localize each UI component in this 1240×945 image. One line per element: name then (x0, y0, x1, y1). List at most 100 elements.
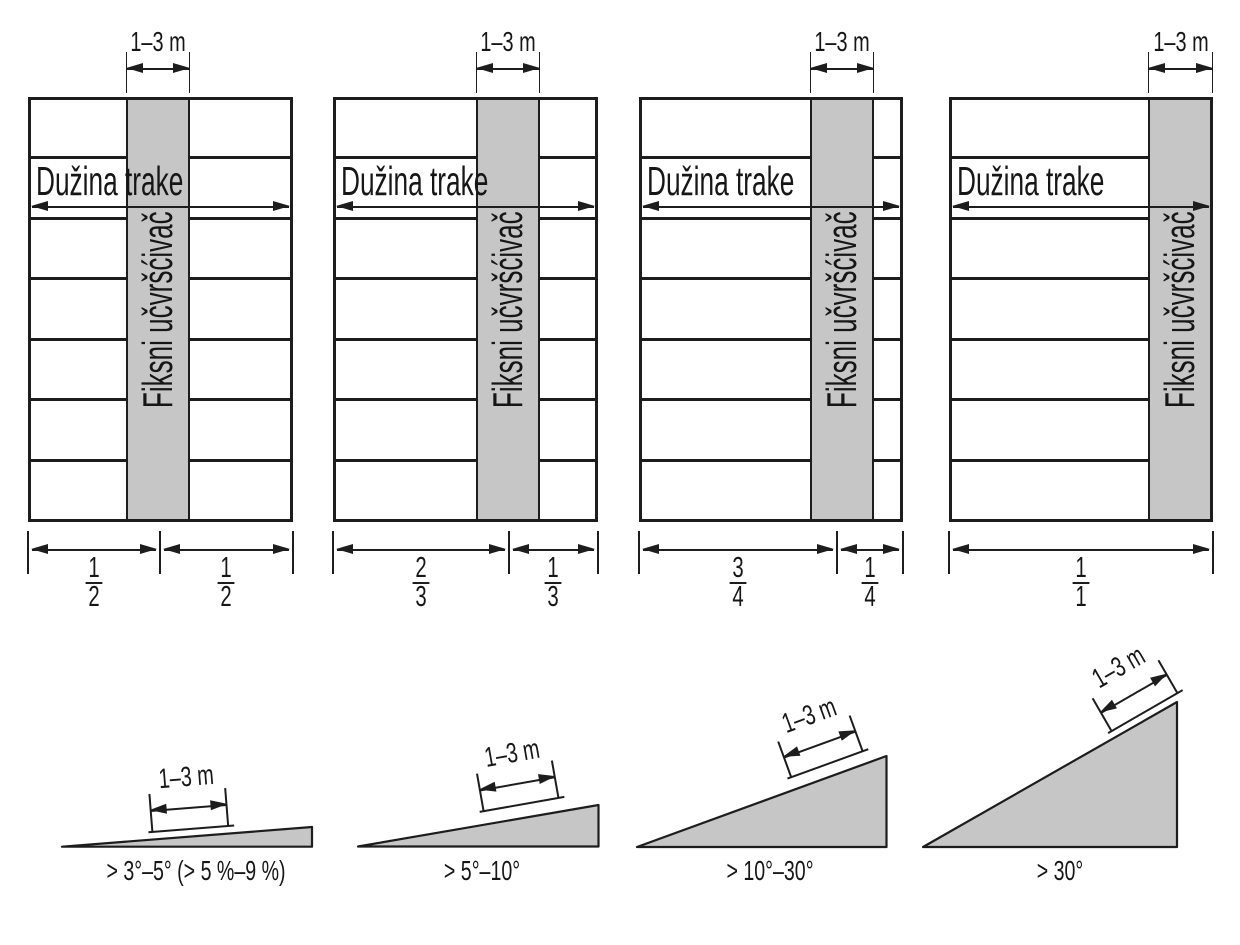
slope-angle-label: > 5°–10° (443, 855, 521, 886)
fraction-bar (729, 582, 747, 585)
fraction-numerator: 1 (220, 552, 232, 584)
fraction: 1 1 (1072, 552, 1090, 612)
slope-triangle (635, 754, 888, 849)
segment-arrow (336, 545, 506, 554)
fraction: 2 3 (412, 552, 430, 614)
fraction-numerator: 3 (732, 552, 744, 584)
segment-arrow (31, 545, 157, 554)
fraction-numerator: 1 (88, 552, 100, 584)
fraction-dimension: 3 4 1 4 (638, 531, 904, 616)
strip-grid: Fiksni učvršćivač Dužina trake (639, 97, 903, 522)
fraction-bar (85, 582, 103, 585)
strip-length-label: Dužina trake (36, 158, 184, 204)
fraction-bar (1072, 582, 1090, 585)
fraction-denominator: 4 (864, 581, 876, 614)
fastener-band: Fiksni učvršćivač (476, 100, 540, 519)
dimension-tick (597, 531, 599, 574)
slope-angle-label: > 3°–5° (> 5 %–9 %) (106, 855, 286, 886)
dimension-arrow (810, 64, 874, 73)
row-line (336, 156, 595, 159)
dimension-tick (159, 531, 161, 574)
dimension-arrow (1148, 64, 1213, 73)
fraction-numerator: 1 (547, 552, 559, 584)
row-line (642, 156, 900, 159)
fraction-denominator: 3 (547, 581, 559, 614)
strip-grid: Fiksni učvršćivač Dužina trake (333, 97, 598, 522)
fraction-denominator: 3 (415, 581, 427, 614)
panel-full: 1–3 m Fiksni učvršćivač Dužina trake 1 1 (948, 0, 1214, 640)
row-line (952, 338, 1210, 341)
width-dimension-label: 1–3 m (1152, 26, 1209, 57)
segment-arrow (163, 545, 290, 554)
width-dimension: 1–3 m (810, 28, 874, 93)
fraction-denominator: 2 (88, 581, 100, 614)
dimension-tick (224, 787, 230, 826)
row-line (642, 459, 900, 462)
fastener-band: Fiksni učvršćivač (1148, 100, 1210, 519)
fraction: 3 4 (729, 552, 747, 612)
strip-length-label: Dužina trake (647, 158, 795, 204)
fraction-dimension: 1 2 1 2 (27, 531, 294, 616)
dimension-tick (948, 531, 950, 574)
strip-length-arrow (336, 202, 595, 211)
strip-length-label: Dužina trake (341, 158, 489, 204)
strip-grid: Fiksni učvršćivač Dužina trake (949, 97, 1213, 522)
strip-length-arrow (31, 202, 290, 211)
dimension-arrow (476, 64, 540, 73)
dimension-tick (902, 531, 904, 574)
slope-dimension: 1–3 m (146, 758, 235, 835)
slope-angle-label: > 10°–30° (726, 855, 814, 886)
dimension-tick (1212, 531, 1214, 574)
row-line (336, 338, 595, 341)
width-dimension-label: 1–3 m (480, 26, 536, 57)
fraction-dimension: 1 1 (948, 531, 1214, 616)
row-line (336, 459, 595, 462)
fastener-band: Fiksni učvršćivač (126, 100, 190, 519)
slope-dimension-label: 1–3 m (1086, 639, 1150, 694)
width-dimension-label: 1–3 m (130, 26, 186, 57)
slope-angle-label: > 30° (1036, 855, 1084, 886)
fraction: 1 2 (217, 552, 235, 614)
fraction-bar (861, 582, 879, 585)
fraction-bar (412, 582, 430, 585)
dimension-tick (332, 531, 334, 574)
width-dimension: 1–3 m (476, 28, 540, 93)
fraction-bar (544, 582, 562, 585)
strip-length-arrow (642, 202, 900, 211)
fraction-numerator: 2 (415, 552, 427, 584)
fastener-band: Fiksni učvršćivač (810, 100, 874, 519)
slope-dimension-label: 1–3 m (482, 732, 542, 773)
slope-dimension-label: 1–3 m (777, 690, 841, 739)
row-line (642, 338, 900, 341)
dimension-arrow (126, 64, 190, 73)
dimension-arrow (479, 776, 555, 792)
fraction: 1 3 (544, 552, 562, 614)
width-dimension: 1–3 m (1148, 28, 1213, 93)
dimension-tick (508, 531, 510, 574)
fraction-denominator: 2 (220, 581, 232, 614)
slope-triangle (356, 803, 600, 848)
fraction-numerator: 1 (864, 552, 876, 584)
segment-arrow (840, 545, 900, 554)
row-line (336, 398, 595, 401)
dimension-tick (836, 531, 838, 574)
dimension-tick (292, 531, 294, 574)
slope-triangle (921, 700, 1179, 849)
slope-dimension-label: 1–3 m (157, 758, 215, 795)
segment-arrow (642, 545, 834, 554)
fraction-dimension: 2 3 1 3 (332, 531, 599, 616)
row-line (952, 459, 1210, 462)
slope-triangle (60, 825, 314, 848)
row-line (336, 217, 595, 220)
row-line (642, 398, 900, 401)
strip-grid: Fiksni učvršćivač Dužina trake (28, 97, 293, 522)
strip-length-arrow (952, 202, 1210, 211)
fraction-numerator: 1 (1075, 552, 1087, 584)
panel-two-thirds: 1–3 m Fiksni učvršćivač Dužina trake 2 (332, 0, 599, 640)
width-dimension: 1–3 m (126, 28, 190, 93)
segment-arrow (512, 545, 595, 554)
row-line (952, 217, 1210, 220)
slope-dimension: 1–3 m (471, 732, 565, 815)
